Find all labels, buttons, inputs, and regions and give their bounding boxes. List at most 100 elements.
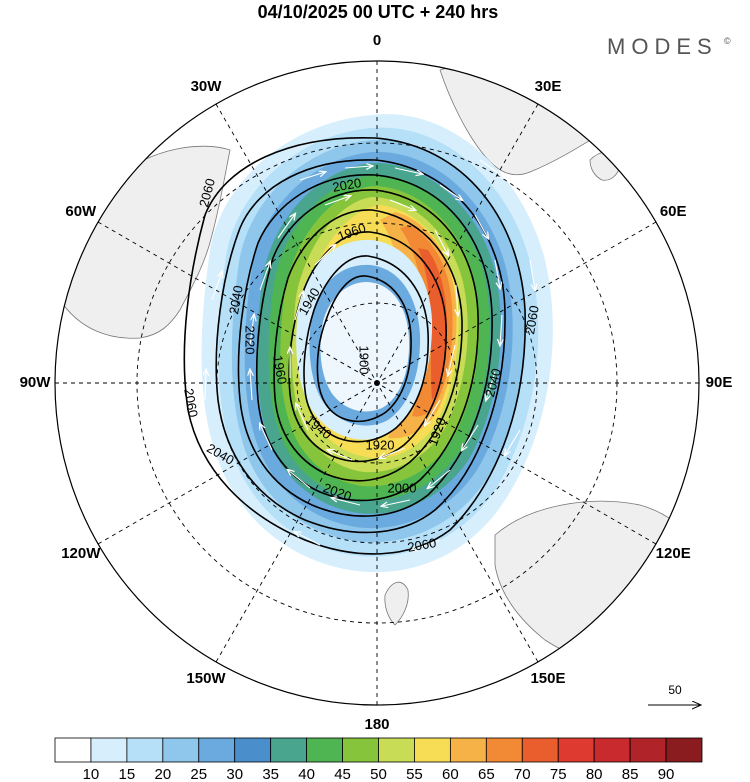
longitude-label: 90W: [20, 374, 52, 391]
wind-vector-arrow: [244, 150, 270, 161]
contour-1920: [303, 255, 430, 443]
colorbar-tick-label: 50: [370, 766, 387, 782]
colorbar-tick-label: 40: [298, 766, 315, 782]
contour-label: 2020: [243, 326, 258, 355]
longitude-label: 150E: [530, 670, 565, 687]
longitude-label: 120E: [656, 545, 691, 562]
colorbar-tick-label: 85: [622, 766, 639, 782]
colorbar-tick-label: 20: [154, 766, 171, 782]
colorbar-tick-label: 70: [514, 766, 531, 782]
contour-label: 2000: [388, 480, 417, 495]
contour-2020: [237, 174, 493, 517]
colorbar-tick-label: 80: [586, 766, 603, 782]
wind-vector-arrow: [295, 532, 321, 546]
wind-vector-arrow: [211, 272, 222, 301]
colorbar-tick-label: 45: [334, 766, 351, 782]
colorbar-swatch: [449, 737, 487, 763]
speed-band-75: [418, 248, 448, 400]
wind-vector-arrow: [260, 424, 273, 451]
contour-label: 2060: [522, 304, 542, 335]
colorbar-swatch: [521, 737, 559, 763]
longitude-labels: 0 30E 60E 90E 120E 150E 180 150W 120W 90W 60W 30W: [20, 32, 733, 733]
contour-2040: [215, 159, 506, 534]
longitude-label: 30E: [535, 78, 562, 95]
wind-vector-arrow: [412, 539, 441, 550]
contour-1900: [316, 275, 412, 423]
wind-vector-arrow: [259, 262, 270, 291]
colorbar-tick-label: 55: [406, 766, 423, 782]
colorbar-swatch: [485, 737, 523, 763]
longitude-label: 30W: [191, 78, 223, 95]
wind-vector-arrow: [380, 447, 406, 458]
wind-vector-arrow: [448, 344, 456, 375]
colorbar-tick-label: 25: [190, 766, 207, 782]
wind-vector-arrow: [479, 159, 505, 178]
longitude-label: 150W: [186, 670, 226, 687]
wind-vector-arrow: [428, 469, 451, 488]
wind-vector-arrow: [294, 292, 303, 321]
longitude-label: 60W: [65, 203, 97, 220]
longitude-label: 0: [373, 32, 381, 49]
wind-vector-arrow: [434, 229, 448, 255]
contour-2000: [255, 189, 479, 502]
colorbar-swatch: [126, 737, 164, 763]
wind-vector-arrow: [425, 399, 441, 425]
colorbar-swatch: [234, 737, 272, 763]
height-contours: [183, 137, 527, 555]
colorbar-tick-label: 90: [658, 766, 675, 782]
wind-vector-arrow: [299, 172, 325, 181]
wind-vectors: [205, 150, 535, 550]
wind-vector-arrow: [500, 314, 502, 345]
wind-vector-arrow: [249, 315, 254, 346]
wind-vector-arrow: [474, 214, 488, 238]
wind-vector-arrow: [505, 429, 521, 455]
wind-vector-arrow: [529, 259, 535, 290]
colorbar-swatch: [54, 737, 92, 763]
wind-vector-arrow: [205, 370, 206, 401]
wind-vector-arrow: [328, 450, 353, 461]
colorbar: 10 15 20 25 30 35 40 45 50 55 60 65 70 75 80 85 90: [54, 737, 703, 782]
contour-label: 2060: [181, 387, 201, 418]
new-zealand-landmass: [384, 581, 409, 626]
colorbar-swatch: [90, 737, 128, 763]
contour-1960: [273, 209, 463, 482]
wind-vector-arrow: [462, 424, 479, 450]
wind-vector-arrow: [288, 470, 311, 489]
wind-vector-arrow: [277, 214, 295, 239]
wind-vector-arrow: [486, 371, 496, 400]
wind-vector-arrow: [314, 245, 335, 266]
colorbar-tick-label: 60: [442, 766, 459, 782]
brand-mark: ©: [724, 36, 731, 46]
colorbar-swatch: [198, 737, 236, 763]
globe-outline: [54, 60, 700, 706]
wind-vector-arrow: [382, 499, 411, 506]
wind-vector-arrow: [394, 167, 422, 174]
colorbar-swatch: [629, 737, 667, 763]
south-pole-dot: [374, 380, 380, 386]
colorbar-tick-label: 65: [478, 766, 495, 782]
longitude-label: 60E: [660, 203, 687, 220]
wind-vector-arrow: [296, 404, 309, 431]
longitude-label: 120W: [61, 545, 101, 562]
colorbar-swatch: [593, 737, 631, 763]
reference-vector-label: 50: [668, 683, 682, 697]
contour-label: 2020: [331, 175, 362, 195]
wind-vector-arrow: [250, 370, 252, 401]
colorbar-swatch: [306, 737, 343, 763]
longitude-label: 90E: [706, 374, 733, 391]
wind-vector-arrow: [494, 259, 500, 288]
wind-vector-arrow: [344, 166, 372, 168]
contour-label: 2060: [406, 535, 437, 555]
wind-vector-arrow: [212, 455, 226, 481]
longitude-label: 180: [364, 716, 389, 733]
wind-vector-arrow: [456, 284, 458, 315]
wind-vector-arrow: [439, 184, 462, 200]
wind-vector-arrow: [324, 196, 350, 206]
colorbar-tick-label: 75: [550, 766, 567, 782]
brand-logo: MODES ©: [607, 34, 731, 59]
colorbar-tick-label: 30: [226, 766, 243, 782]
colorbar-swatch: [414, 737, 451, 763]
wind-vector-arrow: [332, 498, 361, 506]
colorbar-swatch: [162, 737, 200, 763]
